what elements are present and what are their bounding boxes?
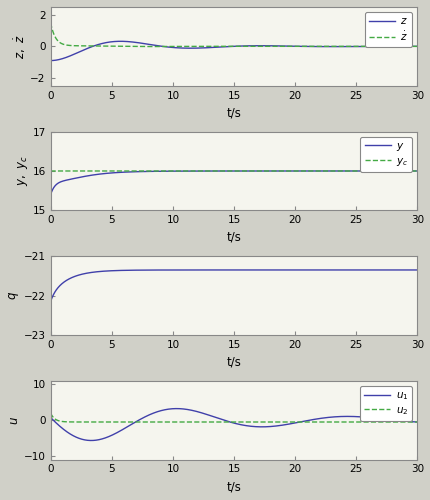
X-axis label: t/s: t/s bbox=[226, 231, 241, 244]
Y-axis label: $q$: $q$ bbox=[7, 291, 21, 300]
Legend: $y$, $y_c$: $y$, $y_c$ bbox=[359, 137, 412, 172]
Legend: $z$, $\dot{z}$: $z$, $\dot{z}$ bbox=[364, 12, 412, 47]
Y-axis label: $u$: $u$ bbox=[8, 416, 21, 424]
X-axis label: t/s: t/s bbox=[226, 356, 241, 368]
X-axis label: t/s: t/s bbox=[226, 480, 241, 493]
X-axis label: t/s: t/s bbox=[226, 106, 241, 119]
Y-axis label: $y,\ y_c$: $y,\ y_c$ bbox=[15, 156, 30, 186]
Y-axis label: $z,\ \dot{z}$: $z,\ \dot{z}$ bbox=[12, 34, 28, 58]
Legend: $u_1$, $u_2$: $u_1$, $u_2$ bbox=[359, 386, 412, 421]
